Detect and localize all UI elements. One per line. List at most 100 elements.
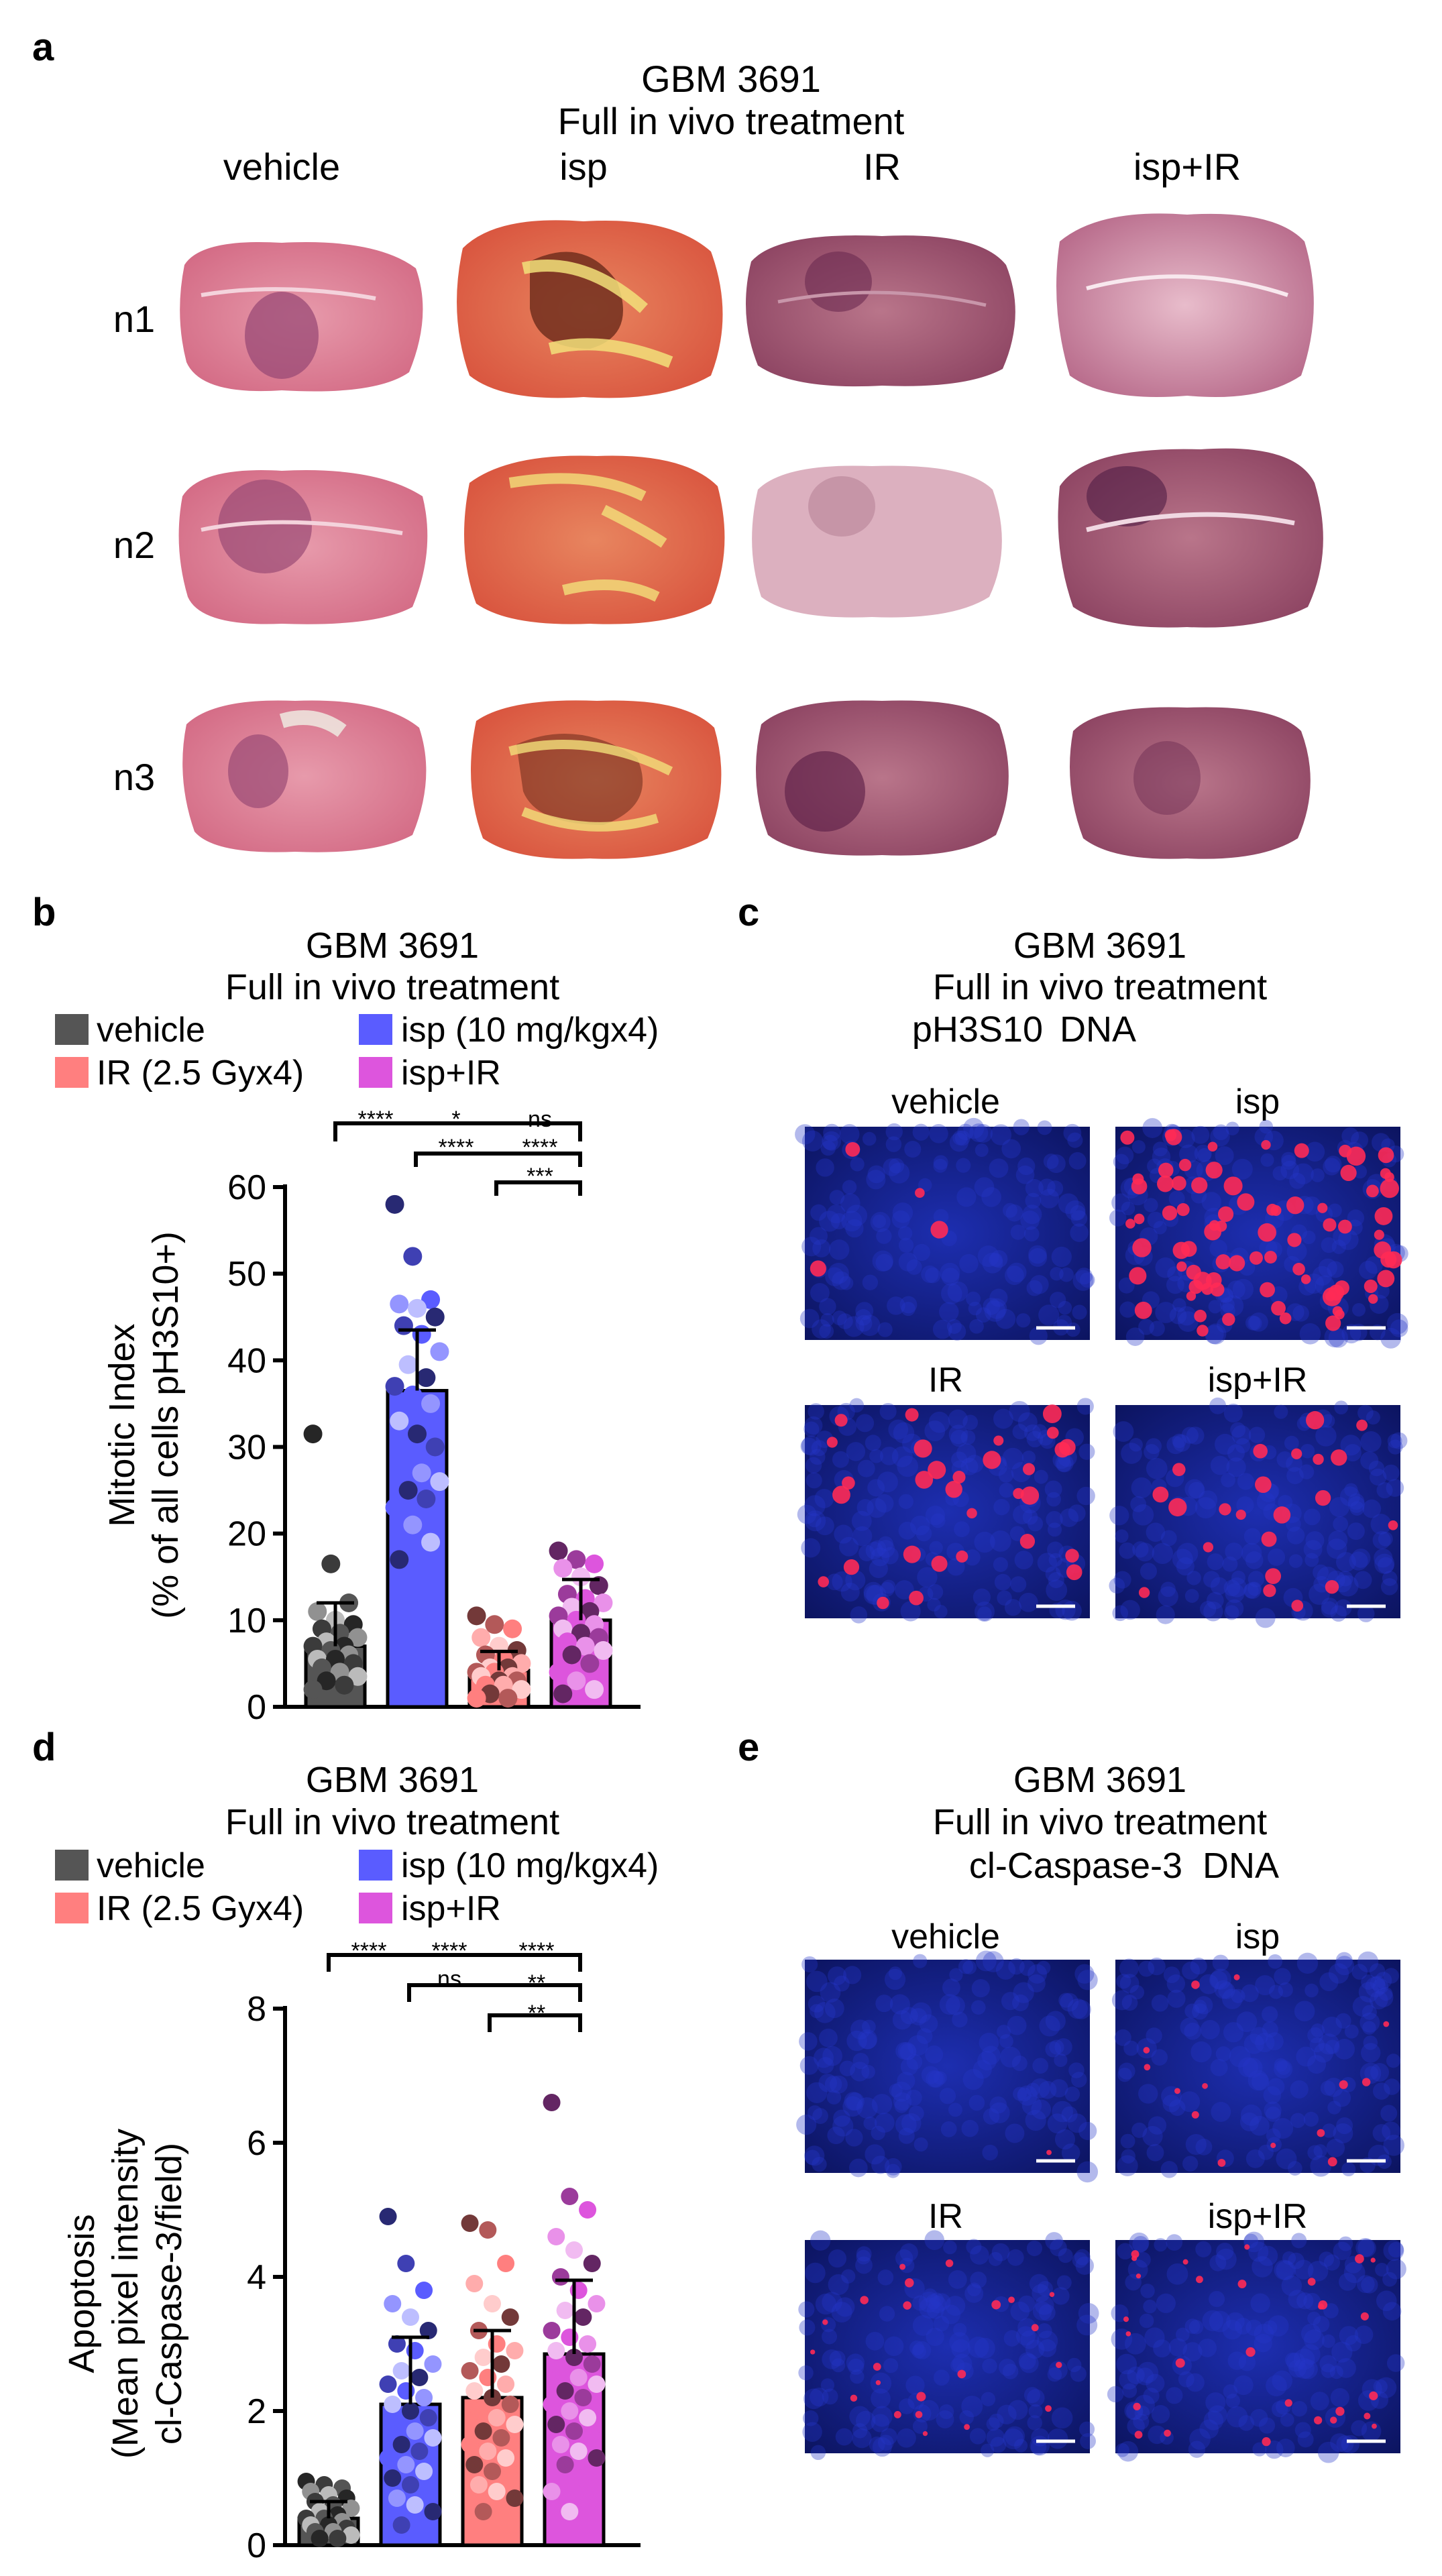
nucleus <box>949 1133 969 1152</box>
nucleus <box>930 2292 944 2307</box>
nucleus <box>861 2019 876 2034</box>
nucleus <box>1168 2338 1187 2357</box>
positive-cell <box>1186 1291 1197 1301</box>
positive-cell <box>1237 2280 1247 2288</box>
nucleus <box>1043 1154 1059 1169</box>
data-point <box>484 2295 501 2312</box>
positive-cell <box>1132 1173 1144 1185</box>
nucleus <box>1376 2290 1397 2311</box>
nucleus <box>1353 1571 1372 1589</box>
nucleus <box>1365 1976 1386 1998</box>
nucleus <box>1292 1305 1309 1322</box>
nucleus <box>1248 2241 1269 2262</box>
nucleus <box>1013 2086 1028 2101</box>
nucleus <box>805 1457 822 1473</box>
nucleus <box>939 2088 956 2105</box>
legend-label-isp-ir: isp+IR <box>401 1054 501 1093</box>
nucleus <box>1357 1404 1374 1421</box>
nucleus <box>919 2297 940 2319</box>
nucleus <box>1215 2248 1237 2270</box>
positive-cell <box>1307 2278 1316 2286</box>
nucleus <box>1121 1443 1142 1464</box>
data-point <box>579 2201 597 2219</box>
nucleus <box>885 1136 902 1152</box>
nucleus <box>899 2243 918 2262</box>
nucleus <box>852 1526 873 1547</box>
nucleus <box>1015 2326 1036 2346</box>
nucleus <box>1247 1316 1262 1331</box>
nucleus <box>974 1177 995 1197</box>
nucleus <box>1068 1152 1087 1170</box>
data-point <box>549 1663 568 1682</box>
nucleus <box>1380 2105 1398 2122</box>
nucleus <box>1184 2022 1202 2040</box>
nucleus <box>1343 1444 1362 1462</box>
nucleus <box>1160 1530 1177 1547</box>
positive-cell <box>1355 2254 1364 2263</box>
data-point <box>565 2422 583 2440</box>
nucleus <box>1156 1605 1175 1624</box>
section-n1-ir <box>746 235 1015 387</box>
nucleus <box>1380 1578 1398 1595</box>
nucleus <box>1352 1996 1374 2017</box>
panel-e-micrographs <box>796 1950 1406 2463</box>
nucleus <box>1017 1157 1036 1176</box>
data-point <box>385 1194 404 1214</box>
positive-cell <box>1191 1980 1200 1989</box>
nucleus <box>1003 2363 1019 2379</box>
nucleus <box>857 2029 878 2050</box>
data-point <box>419 2322 437 2339</box>
nucleus <box>1300 1443 1315 1459</box>
section-n1-isp-ir <box>1056 213 1314 397</box>
nucleus <box>1109 1506 1129 1526</box>
nucleus <box>970 2272 987 2288</box>
nucleus <box>1378 1557 1394 1574</box>
data-point <box>551 2436 569 2453</box>
nucleus <box>1019 2353 1039 2373</box>
nucleus <box>810 2388 829 2407</box>
nucleus <box>1238 2354 1256 2371</box>
panel-d-letter: d <box>32 1726 56 1769</box>
positive-cell <box>1143 2047 1150 2054</box>
panel-a-col-vehicle: vehicle <box>223 146 340 188</box>
nucleus <box>1313 2144 1327 2158</box>
positive-cell <box>1279 1312 1292 1325</box>
nucleus <box>1144 1444 1160 1460</box>
positive-cell <box>1207 1141 1218 1152</box>
nucleus <box>1076 2314 1098 2336</box>
nucleus <box>1360 1431 1382 1453</box>
data-point <box>348 1628 368 1647</box>
nucleus <box>1123 2040 1139 2056</box>
nucleus <box>1212 1954 1229 1972</box>
nucleus <box>815 1516 834 1536</box>
nucleus <box>1133 2394 1155 2416</box>
legend-swatch-ir <box>55 1057 89 1088</box>
nucleus <box>1357 1605 1375 1622</box>
nucleus <box>1148 2116 1167 2135</box>
nucleus <box>885 2164 901 2178</box>
nucleus <box>1370 2063 1389 2082</box>
nucleus <box>1076 1486 1095 1506</box>
nucleus <box>1225 1583 1245 1604</box>
positive-cell <box>1233 1974 1240 1980</box>
nucleus <box>849 2406 871 2427</box>
data-point <box>410 2369 429 2386</box>
sig-b-ir-ispir: *** <box>526 1164 553 1189</box>
nucleus <box>1383 1968 1399 1984</box>
nucleus <box>975 1950 997 1972</box>
nucleus <box>807 2105 822 2121</box>
nucleus <box>1038 1304 1060 1326</box>
nucleus <box>845 2129 863 2147</box>
nucleus <box>1369 1963 1386 1979</box>
nucleus <box>1328 1328 1349 1348</box>
positive-cell <box>1331 1449 1347 1466</box>
nucleus <box>1158 1586 1178 1607</box>
data-point <box>412 1463 431 1483</box>
nucleus <box>805 1510 826 1532</box>
nucleus <box>1047 1522 1062 1537</box>
nucleus <box>1075 1268 1093 1285</box>
nucleus <box>856 1414 875 1433</box>
micrograph-background <box>1115 1960 1400 2173</box>
data-point <box>556 2382 574 2400</box>
nucleus <box>893 1422 915 1444</box>
